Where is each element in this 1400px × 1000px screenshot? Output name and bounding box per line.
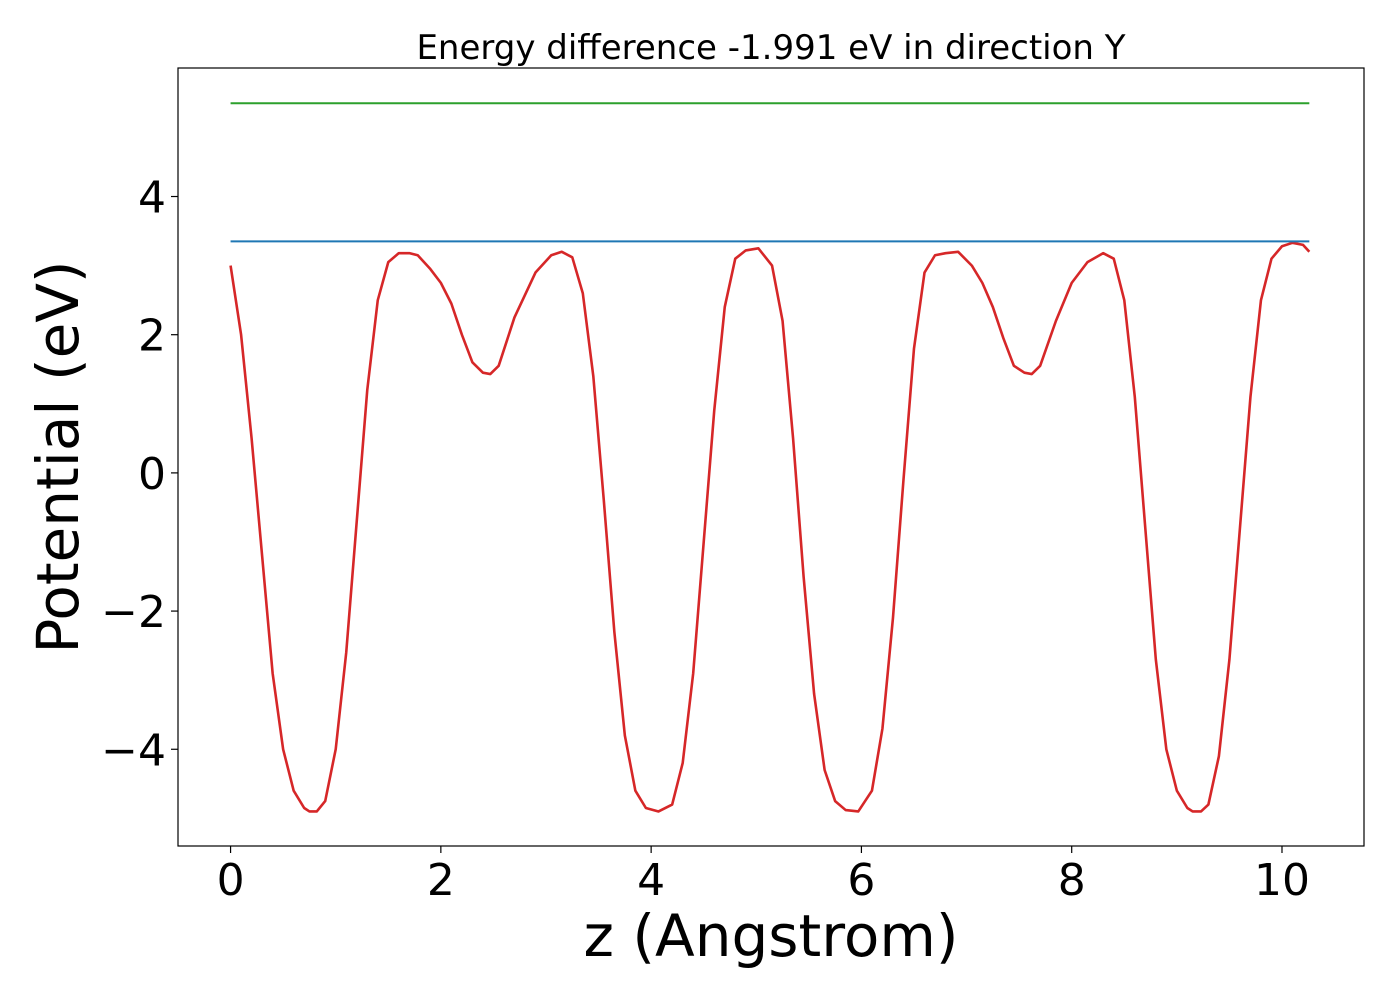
chart-title: Energy difference -1.991 eV in direction…	[416, 28, 1125, 68]
x-tick-label: 0	[217, 855, 245, 906]
y-tick-label: −4	[101, 725, 166, 776]
series-layer	[229, 102, 1311, 813]
y-axis-ticks: −4 −2 0 2 4	[101, 173, 178, 776]
series-line-1	[229, 241, 1311, 813]
x-tick-label: 10	[1254, 855, 1310, 906]
y-tick-label: 2	[138, 311, 166, 362]
x-axis-label: z (Angstrom)	[584, 902, 959, 970]
y-tick-label: −2	[101, 587, 166, 638]
x-tick-label: 2	[427, 855, 455, 906]
x-tick-label: 8	[1058, 855, 1086, 906]
x-tick-label: 4	[637, 855, 665, 906]
x-axis-ticks: 0 2 4 6 8 10	[217, 846, 1310, 906]
y-axis-label: Potential (eV)	[24, 260, 92, 653]
y-tick-label: 0	[138, 449, 166, 500]
y-tick-label: 4	[138, 173, 166, 224]
plot-frame	[177, 67, 1365, 847]
x-tick-label: 6	[847, 855, 875, 906]
